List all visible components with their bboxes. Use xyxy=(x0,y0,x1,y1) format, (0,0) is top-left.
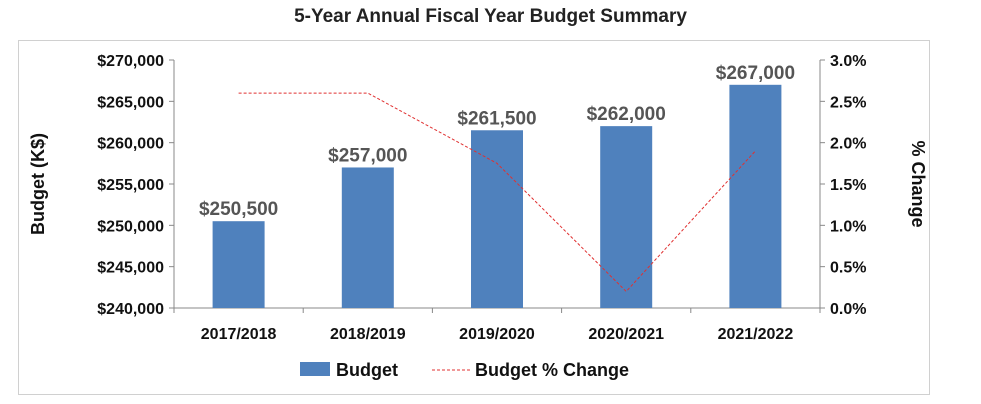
bar-budget xyxy=(341,167,394,308)
y-tick-label: $245,000 xyxy=(97,260,164,277)
x-tick-label: 2021/2022 xyxy=(718,326,794,343)
y-axis-title: Budget (K$) xyxy=(28,133,48,235)
legend-bar-swatch xyxy=(300,362,330,376)
x-tick-label: 2020/2021 xyxy=(588,326,664,343)
y2-axis-title: % Change xyxy=(908,140,928,227)
data-label: $267,000 xyxy=(716,63,795,84)
data-label: $257,000 xyxy=(328,145,407,166)
y2-tick-label: 3.0% xyxy=(830,53,866,70)
bar-budget xyxy=(729,84,782,308)
x-tick-label: 2018/2019 xyxy=(330,326,406,343)
y-tick-label: $270,000 xyxy=(97,53,164,70)
bar-budget xyxy=(600,126,653,308)
y-tick-label: $255,000 xyxy=(97,177,164,194)
y2-tick-label: 2.0% xyxy=(830,136,866,153)
y2-tick-label: 1.5% xyxy=(830,177,866,194)
chart-title: 5-Year Annual Fiscal Year Budget Summary xyxy=(294,6,687,27)
legend-budget-label: Budget xyxy=(336,360,398,380)
y2-tick-label: 0.5% xyxy=(830,260,866,277)
x-tick-label: 2017/2018 xyxy=(201,326,277,343)
data-label: $262,000 xyxy=(587,104,666,125)
y2-tick-label: 2.5% xyxy=(830,94,866,111)
y-tick-label: $265,000 xyxy=(97,94,164,111)
y-tick-label: $260,000 xyxy=(97,136,164,153)
chart-frame xyxy=(18,40,930,395)
y2-tick-label: 0.0% xyxy=(830,301,866,318)
y2-tick-label: 1.0% xyxy=(830,218,866,235)
line-pct-change xyxy=(238,92,756,293)
bar-budget xyxy=(212,221,265,308)
data-label: $261,500 xyxy=(457,108,536,129)
y-tick-label: $250,000 xyxy=(97,218,164,235)
data-label: $250,500 xyxy=(199,199,278,220)
legend-change-label: Budget % Change xyxy=(475,360,629,380)
x-tick-label: 2019/2020 xyxy=(459,326,535,343)
y-tick-label: $240,000 xyxy=(97,301,164,318)
bar-budget xyxy=(471,130,523,308)
